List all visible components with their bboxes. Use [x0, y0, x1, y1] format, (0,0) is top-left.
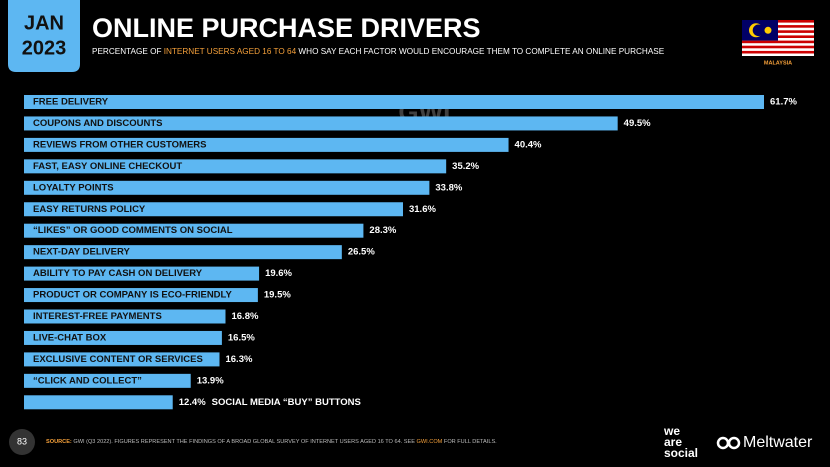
bar [24, 309, 226, 324]
logo-text: we [663, 424, 680, 438]
bar [24, 288, 258, 303]
page-number: 83 [17, 436, 27, 446]
bar [24, 245, 342, 260]
bar-label: EXCLUSIVE CONTENT OR SERVICES [33, 354, 203, 365]
subtitle: PERCENTAGE OF INTERNET USERS AGED 16 TO … [92, 47, 665, 56]
bar-label: SOCIAL MEDIA “BUY” BUTTONS [212, 397, 361, 408]
flag [742, 20, 814, 56]
source-link: GWI.COM [417, 439, 443, 445]
value-label: 28.3% [369, 225, 396, 236]
country-label: MALAYSIA [764, 60, 792, 66]
value-label: 40.4% [515, 139, 542, 150]
source-part: SOURCE: [46, 439, 73, 445]
bar-label: LOYALTY POINTS [33, 182, 114, 193]
bar-label: FREE DELIVERY [33, 97, 109, 108]
page-badge [9, 429, 35, 455]
logo-text: social [664, 446, 698, 460]
bar-label: REVIEWS FROM OTHER CUSTOMERS [33, 139, 206, 150]
meltwater-icon [716, 436, 741, 450]
bar [24, 373, 191, 388]
bar [24, 223, 364, 238]
bar-label: PRODUCT OR COMPANY IS ECO-FRIENDLY [33, 290, 232, 301]
subtitle-highlight: INTERNET USERS AGED 16 TO 64 [164, 47, 297, 56]
value-label: 61.7% [770, 97, 797, 108]
date-box [8, 0, 80, 72]
bar [24, 137, 509, 152]
year: 2023 [22, 37, 67, 59]
bar-label: “CLICK AND COLLECT” [33, 375, 142, 386]
value-label: 12.4% [179, 397, 206, 408]
bar [24, 352, 220, 367]
logo-text: are [664, 435, 682, 449]
source-part: GWI (Q3 2022). FIGURES REPRESENT THE FIN… [73, 439, 416, 445]
logo-text: Meltwater [743, 434, 813, 451]
bar [24, 330, 222, 345]
subtitle-part: WHO SAY EACH FACTOR WOULD ENCOURAGE THEM… [296, 47, 665, 56]
bar-label: COUPONS AND DISCOUNTS [33, 118, 163, 129]
value-label: 26.5% [348, 247, 375, 258]
month: JAN [24, 12, 64, 34]
subtitle-part: PERCENTAGE OF [92, 47, 164, 56]
value-label: 13.9% [197, 375, 224, 386]
bar-label: LIVE-CHAT BOX [33, 332, 107, 343]
bar [24, 202, 403, 217]
chart-title: ONLINE PURCHASE DRIVERS [92, 13, 481, 43]
bar [24, 266, 260, 281]
source: SOURCE: GWI (Q3 2022). FIGURES REPRESENT… [46, 439, 497, 445]
bar-label: INTEREST-FREE PAYMENTS [33, 311, 162, 322]
bar [24, 395, 173, 410]
value-label: 31.6% [409, 204, 436, 215]
bar [24, 159, 447, 174]
value-label: 35.2% [452, 161, 479, 172]
bar-label: FAST, EASY ONLINE CHECKOUT [33, 161, 182, 172]
value-label: 16.3% [225, 354, 252, 365]
bar-label: ABILITY TO PAY CASH ON DELIVERY [33, 268, 203, 279]
value-label: 19.6% [265, 268, 292, 279]
bar-label: “LIKES” OR GOOD COMMENTS ON SOCIAL [33, 225, 233, 236]
value-label: 19.5% [264, 290, 291, 301]
bar [24, 95, 764, 109]
bars: FREE DELIVERY 61.7% COUPONS AND DISCOUNTS 4… [24, 95, 797, 410]
bar-label: EASY RETURNS POLICY [33, 204, 146, 215]
bar-label: NEXT-DAY DELIVERY [33, 247, 130, 258]
bar [24, 116, 618, 131]
value-label: 33.8% [435, 182, 462, 193]
value-label: 16.8% [231, 311, 258, 322]
source-part: FOR FULL DETAILS. [442, 439, 497, 445]
bar [24, 180, 430, 195]
value-label: 16.5% [228, 332, 255, 343]
value-label: 49.5% [624, 118, 651, 129]
